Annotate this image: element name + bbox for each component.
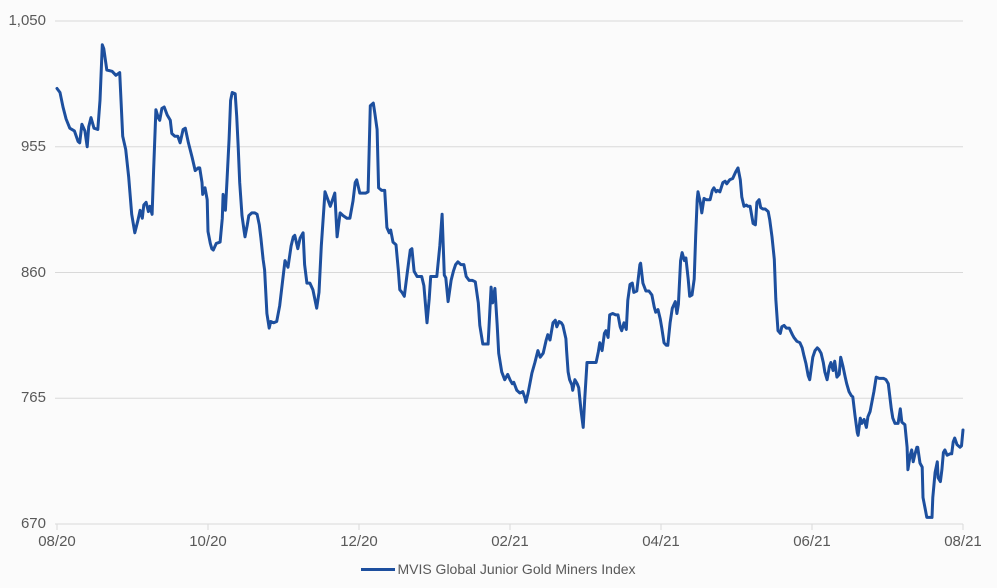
y-axis-label-1050: 1,050 [8,12,46,29]
legend-line-swatch [361,567,396,571]
y-axis-label-670: 670 [20,515,46,532]
legend-item-mvis-index[interactable]: MVIS Global Junior Gold Miners Index [361,561,636,577]
x-axis-label-0821: 08/21 [944,533,982,550]
x-axis-label-1220: 12/20 [340,533,378,550]
y-axis-label-860: 860 [20,263,46,281]
x-axis-label-0421: 04/21 [642,533,680,550]
x-axis-label-0820: 08/20 [38,533,76,550]
y-axis-label-765: 765 [20,389,46,407]
x-axis-label-0621: 06/21 [793,533,831,550]
legend: MVIS Global Junior Gold Miners Index [0,561,997,577]
x-axis-label-1020: 10/20 [189,533,227,550]
series-line [55,43,965,519]
legend-label: MVIS Global Junior Gold Miners Index [397,561,636,577]
x-axis-label-0221: 02/21 [491,533,529,550]
y-axis-label-955: 955 [20,137,46,155]
